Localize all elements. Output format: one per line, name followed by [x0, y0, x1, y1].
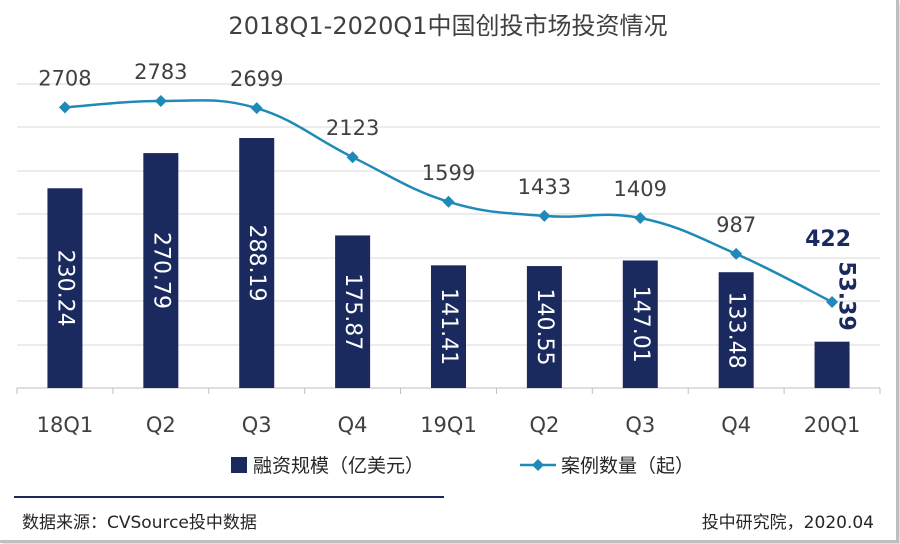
- line-marker: [346, 151, 359, 164]
- bar: [718, 272, 754, 388]
- line-value-label: 987: [716, 213, 756, 237]
- bar-value-label: 230.24: [52, 250, 77, 327]
- x-tick-label: 18Q1: [37, 413, 94, 437]
- bar-value-label: 175.87: [340, 273, 365, 350]
- bar: [814, 341, 850, 388]
- line-marker: [250, 102, 263, 115]
- line-marker: [442, 195, 455, 208]
- footer-source: 数据来源：CVSource投中数据: [22, 513, 257, 533]
- x-tick-label: Q3: [242, 413, 272, 437]
- line-value-label: 2123: [326, 116, 379, 140]
- line-value-label: 2708: [38, 66, 91, 90]
- bar-value-label: 141.41: [436, 288, 461, 365]
- line-marker: [826, 296, 839, 308]
- line-value-label: 2783: [134, 60, 187, 84]
- bar: [622, 260, 658, 388]
- legend-line-label: 案例数量（起）: [561, 455, 694, 477]
- line-value-label: 2699: [230, 67, 283, 91]
- bar: [335, 235, 371, 388]
- bar-value-label: 147.01: [628, 286, 653, 363]
- line-value-label: 422: [805, 227, 851, 252]
- bar-value-label: 140.55: [532, 289, 557, 366]
- x-tick-label: Q4: [338, 413, 368, 437]
- line-marker: [58, 101, 71, 114]
- x-tick-label: Q2: [529, 413, 559, 437]
- bar-value-label: 53.39: [834, 261, 859, 331]
- line-marker: [538, 209, 551, 222]
- x-tick-label: Q3: [625, 413, 655, 437]
- line-value-label: 1599: [422, 161, 475, 185]
- footer-credit: 投中研究院，2020.04: [702, 513, 874, 533]
- bar: [239, 138, 275, 388]
- bar: [526, 266, 562, 388]
- x-tick-label: Q4: [721, 413, 751, 437]
- legend-bar-label: 融资规模（亿美元）: [253, 455, 424, 477]
- legend-line-marker: [532, 459, 544, 471]
- line-value-label: 1409: [614, 177, 667, 201]
- x-tick-label: 19Q1: [420, 413, 477, 437]
- bar-value-label: 133.48: [724, 292, 749, 369]
- bar-value-label: 270.79: [148, 232, 173, 309]
- line-marker: [730, 247, 743, 260]
- x-tick-label: Q2: [146, 413, 176, 437]
- line-value-label: 1433: [518, 175, 571, 199]
- line-marker: [634, 211, 647, 224]
- bar: [431, 265, 466, 388]
- chart-title: 2018Q1-2020Q1中国创投市场投资情况: [228, 12, 667, 40]
- bar-value-label: 288.19: [244, 225, 269, 302]
- line-marker: [154, 95, 167, 107]
- bar: [143, 153, 179, 388]
- x-tick-label: 20Q1: [804, 413, 861, 437]
- legend-bar-swatch: [231, 457, 247, 473]
- bar: [47, 188, 83, 388]
